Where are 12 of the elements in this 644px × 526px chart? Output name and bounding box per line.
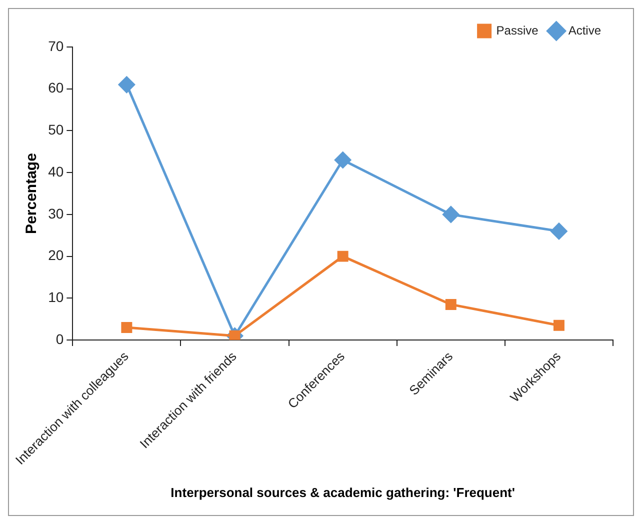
y-tick-label: 10 (48, 289, 64, 306)
y-tick-label: 20 (48, 247, 64, 264)
y-tick-label: 30 (48, 205, 64, 222)
y-tick-label: 60 (48, 80, 64, 96)
y-tick-label: 40 (48, 163, 64, 180)
y-tick-label: 70 (48, 38, 64, 54)
legend-label: Passive (496, 23, 539, 38)
legend-label: Active (568, 23, 602, 38)
x-axis-title: Interpersonal sources & academic gathering: 'Frequent' (170, 484, 515, 500)
y-axis-title: Percentage (23, 153, 40, 234)
y-tick-label: 0 (56, 330, 64, 347)
y-tick-label: 50 (48, 122, 64, 138)
